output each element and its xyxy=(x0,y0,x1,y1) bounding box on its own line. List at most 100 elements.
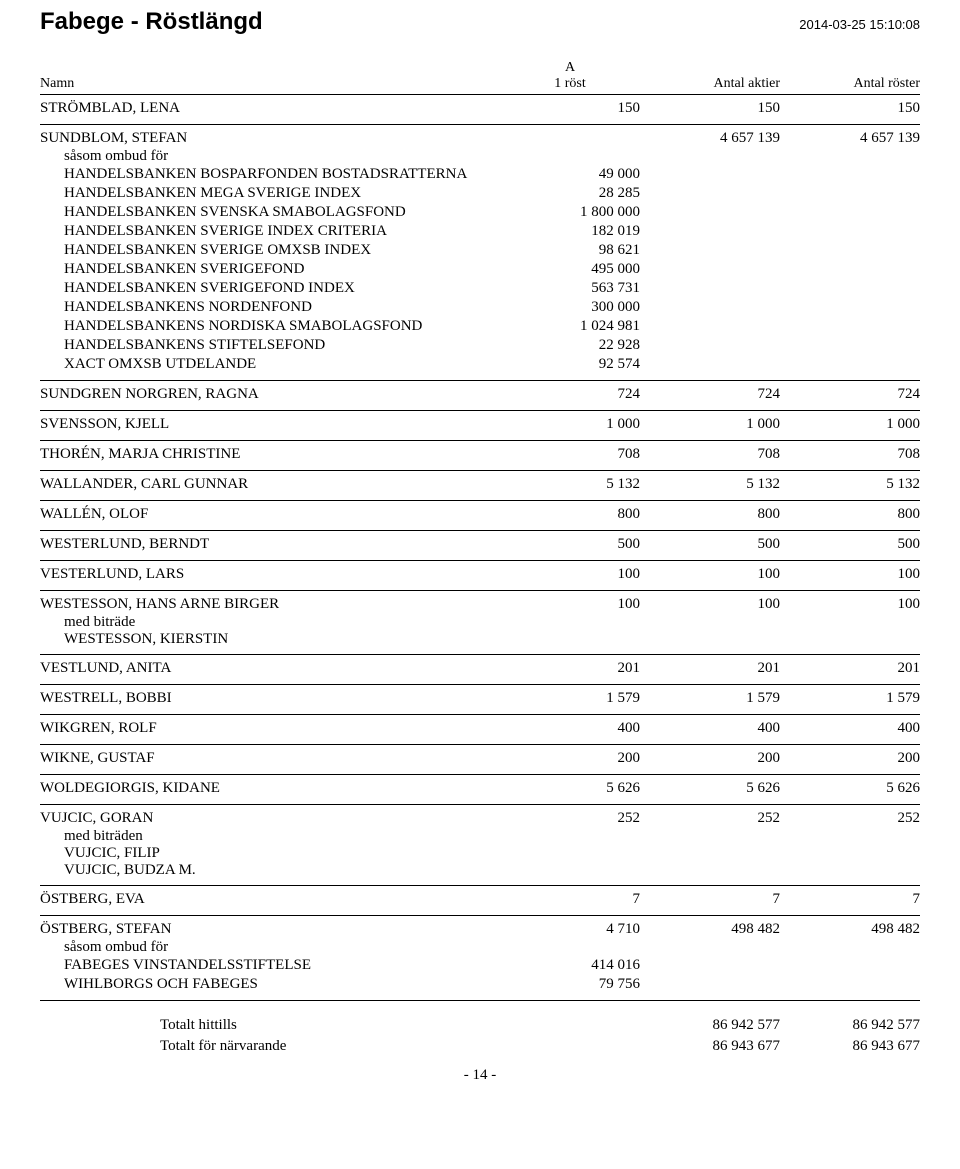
entry-main-row: ÖSTBERG, EVA777 xyxy=(40,890,920,909)
entry-col-aktier: 100 xyxy=(640,566,780,583)
entry-col-aktier: 7 xyxy=(640,891,780,908)
entry-col-aktier: 1 579 xyxy=(640,690,780,707)
entry-subrow: HANDELSBANKEN SVENSKA SMABOLAGSFOND1 800… xyxy=(40,203,920,222)
sub-value: 49 000 xyxy=(500,166,640,183)
entry-main-row: ÖSTBERG, STEFAN4 710498 482498 482 xyxy=(40,920,920,939)
entry-note: såsom ombud för xyxy=(40,939,920,956)
column-headers: Namn A 1 röst Antal aktier Antal röster xyxy=(40,60,920,95)
entry-col-aktier: 252 xyxy=(640,810,780,827)
doc-title: Fabege - Röstlängd xyxy=(40,8,263,36)
sub-value: 300 000 xyxy=(500,299,640,316)
sub-name: HANDELSBANKEN SVERIGEFOND INDEX xyxy=(40,280,500,297)
page-header: Fabege - Röstlängd 2014-03-25 15:10:08 xyxy=(40,8,920,36)
sub-value: 92 574 xyxy=(500,356,640,373)
entry-section: WESTRELL, BOBBI1 5791 5791 579 xyxy=(40,685,920,715)
entry-main-row: WIKNE, GUSTAF200200200 xyxy=(40,749,920,768)
entry-name: ÖSTBERG, STEFAN xyxy=(40,921,500,938)
total-v1: 86 943 677 xyxy=(640,1038,780,1055)
entry-col-roster: 200 xyxy=(780,750,920,767)
entry-main-row: THORÉN, MARJA CHRISTINE708708708 xyxy=(40,445,920,464)
entry-col-a: 5 132 xyxy=(500,476,640,493)
entry-col-a: 7 xyxy=(500,891,640,908)
entry-col-a: 200 xyxy=(500,750,640,767)
entry-subrow: FABEGES VINSTANDELSSTIFTELSE414 016 xyxy=(40,956,920,975)
total-v1: 86 942 577 xyxy=(640,1017,780,1034)
entry-subrow: HANDELSBANKEN SVERIGEFOND495 000 xyxy=(40,260,920,279)
entry-col-a: 100 xyxy=(500,596,640,613)
entry-section: STRÖMBLAD, LENA150150150 xyxy=(40,95,920,125)
total-label: Totalt för närvarande xyxy=(160,1038,640,1055)
entry-name: VESTLUND, ANITA xyxy=(40,660,500,677)
entry-col-roster: 500 xyxy=(780,536,920,553)
entry-section: WIKGREN, ROLF400400400 xyxy=(40,715,920,745)
entry-col-a: 5 626 xyxy=(500,780,640,797)
entry-col-roster: 100 xyxy=(780,566,920,583)
entry-section: WALLÉN, OLOF800800800 xyxy=(40,501,920,531)
entry-name: SVENSSON, KJELL xyxy=(40,416,500,433)
entry-name: WESTESSON, HANS ARNE BIRGER xyxy=(40,596,500,613)
sub-value: 1 800 000 xyxy=(500,204,640,221)
entry-main-row: STRÖMBLAD, LENA150150150 xyxy=(40,99,920,118)
entry-col-roster: 724 xyxy=(780,386,920,403)
sub-name: HANDELSBANKEN SVERIGE INDEX CRITERIA xyxy=(40,223,500,240)
total-row: Totalt hittills86 942 57786 942 577 xyxy=(160,1015,920,1036)
entry-section: SUNDGREN NORGREN, RAGNA724724724 xyxy=(40,381,920,411)
entry-name: WESTRELL, BOBBI xyxy=(40,690,500,707)
sub-name: XACT OMXSB UTDELANDE xyxy=(40,356,500,373)
entry-section: ÖSTBERG, EVA777 xyxy=(40,886,920,916)
entry-name: WESTERLUND, BERNDT xyxy=(40,536,500,553)
entry-section: VESTLUND, ANITA201201201 xyxy=(40,655,920,685)
sub-name: WIHLBORGS OCH FABEGES xyxy=(40,976,500,993)
entry-col-roster: 7 xyxy=(780,891,920,908)
entry-col-aktier: 100 xyxy=(640,596,780,613)
entry-col-aktier: 201 xyxy=(640,660,780,677)
entry-col-a: 1 000 xyxy=(500,416,640,433)
sub-name: HANDELSBANKEN SVENSKA SMABOLAGSFOND xyxy=(40,204,500,221)
entry-subrow: HANDELSBANKEN MEGA SVERIGE INDEX28 285 xyxy=(40,184,920,203)
total-v2: 86 943 677 xyxy=(780,1038,920,1055)
entry-main-row: WOLDEGIORGIS, KIDANE5 6265 6265 626 xyxy=(40,779,920,798)
entry-col-aktier: 4 657 139 xyxy=(640,130,780,147)
entry-col-aktier: 200 xyxy=(640,750,780,767)
entry-name: WALLÉN, OLOF xyxy=(40,506,500,523)
entry-section: WOLDEGIORGIS, KIDANE5 6265 6265 626 xyxy=(40,775,920,805)
entry-subrow: HANDELSBANKEN SVERIGE OMXSB INDEX98 621 xyxy=(40,241,920,260)
col-name: Namn xyxy=(40,76,500,92)
entry-col-roster: 708 xyxy=(780,446,920,463)
entry-main-row: WESTERLUND, BERNDT500500500 xyxy=(40,535,920,554)
col-a: A 1 röst xyxy=(500,60,640,92)
entry-name: ÖSTBERG, EVA xyxy=(40,891,500,908)
sub-value: 79 756 xyxy=(500,976,640,993)
sub-name: HANDELSBANKENS STIFTELSEFOND xyxy=(40,337,500,354)
entry-section: WESTESSON, HANS ARNE BIRGER100100100med … xyxy=(40,591,920,655)
entry-col-a: 1 579 xyxy=(500,690,640,707)
sub-name: FABEGES VINSTANDELSSTIFTELSE xyxy=(40,957,500,974)
entry-main-row: SUNDBLOM, STEFAN4 657 1394 657 139 xyxy=(40,129,920,148)
sub-name: HANDELSBANKEN MEGA SVERIGE INDEX xyxy=(40,185,500,202)
entry-main-row: WESTRELL, BOBBI1 5791 5791 579 xyxy=(40,689,920,708)
entry-subrow: HANDELSBANKENS STIFTELSEFOND22 928 xyxy=(40,336,920,355)
entry-col-a: 724 xyxy=(500,386,640,403)
entry-name: WIKGREN, ROLF xyxy=(40,720,500,737)
entry-subrow: XACT OMXSB UTDELANDE92 574 xyxy=(40,355,920,374)
entry-main-row: VUJCIC, GORAN252252252 xyxy=(40,809,920,828)
entry-col-a: 708 xyxy=(500,446,640,463)
entry-col-a: 500 xyxy=(500,536,640,553)
entry-main-row: VESTERLUND, LARS100100100 xyxy=(40,565,920,584)
entry-text-sub: VUJCIC, FILIP xyxy=(40,845,920,862)
entry-col-a: 800 xyxy=(500,506,640,523)
entry-col-a: 150 xyxy=(500,100,640,117)
entry-col-aktier: 1 000 xyxy=(640,416,780,433)
entry-col-roster: 252 xyxy=(780,810,920,827)
col-antal-roster: Antal röster xyxy=(780,76,920,92)
entry-col-aktier: 400 xyxy=(640,720,780,737)
sub-value: 22 928 xyxy=(500,337,640,354)
entry-col-roster: 800 xyxy=(780,506,920,523)
entry-col-aktier: 800 xyxy=(640,506,780,523)
entry-col-roster: 201 xyxy=(780,660,920,677)
entry-col-roster: 5 132 xyxy=(780,476,920,493)
entry-main-row: SUNDGREN NORGREN, RAGNA724724724 xyxy=(40,385,920,404)
entry-col-roster: 4 657 139 xyxy=(780,130,920,147)
entry-name: WALLANDER, CARL GUNNAR xyxy=(40,476,500,493)
entry-subrow: HANDELSBANKENS NORDENFOND300 000 xyxy=(40,298,920,317)
